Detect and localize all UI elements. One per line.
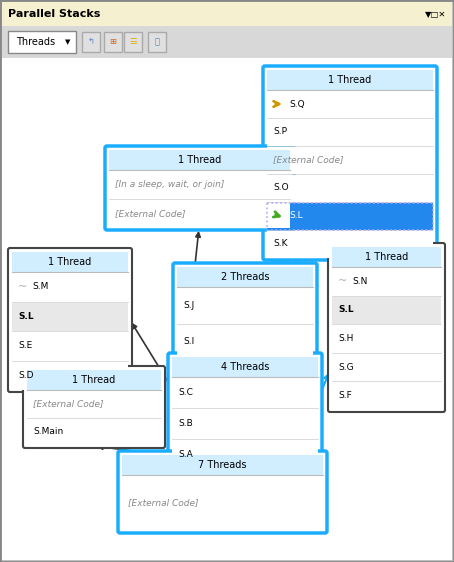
Bar — [332, 325, 441, 353]
Text: [External Code]: [External Code] — [128, 498, 198, 507]
Text: S.L: S.L — [18, 312, 34, 321]
Bar — [109, 150, 290, 170]
Bar — [148, 32, 166, 52]
Text: 1 Thread: 1 Thread — [328, 75, 372, 85]
Bar — [332, 247, 441, 267]
Text: S.D: S.D — [18, 371, 34, 380]
Bar — [267, 175, 433, 202]
Bar — [82, 32, 100, 52]
Text: Threads: Threads — [16, 37, 55, 47]
FancyBboxPatch shape — [23, 366, 165, 448]
Bar — [27, 419, 161, 446]
Bar — [12, 302, 128, 331]
Bar — [109, 200, 290, 228]
Text: [External Code]: [External Code] — [273, 156, 344, 165]
Bar — [27, 370, 161, 390]
FancyBboxPatch shape — [328, 243, 445, 412]
Text: 7 Threads: 7 Threads — [198, 460, 247, 470]
Text: Parallel Stacks: Parallel Stacks — [8, 9, 100, 19]
FancyBboxPatch shape — [105, 146, 294, 230]
Text: S.M: S.M — [32, 282, 49, 291]
Text: [External Code]: [External Code] — [115, 209, 186, 218]
Bar — [267, 147, 433, 174]
Bar — [177, 267, 313, 287]
Bar — [12, 361, 128, 390]
Bar — [267, 231, 433, 258]
Text: S.K: S.K — [273, 239, 287, 248]
Bar — [12, 252, 128, 272]
Text: S.E: S.E — [18, 341, 32, 350]
Bar — [2, 58, 452, 560]
Text: S.B: S.B — [178, 419, 193, 428]
Text: ↰: ↰ — [88, 38, 94, 47]
Text: S.G: S.G — [338, 362, 354, 371]
Bar — [27, 391, 161, 418]
Bar — [267, 203, 433, 230]
Bar — [177, 288, 313, 324]
Text: S.Q: S.Q — [289, 99, 305, 108]
Text: ~: ~ — [338, 277, 347, 286]
Text: S.Main: S.Main — [33, 428, 63, 437]
Bar — [332, 382, 441, 410]
Text: [In a sleep, wait, or join]: [In a sleep, wait, or join] — [115, 180, 224, 189]
Text: ☰: ☰ — [129, 38, 137, 47]
FancyBboxPatch shape — [8, 248, 132, 392]
Text: 1 Thread: 1 Thread — [49, 257, 92, 267]
FancyBboxPatch shape — [118, 451, 327, 533]
Bar — [267, 119, 433, 146]
Bar — [104, 32, 122, 52]
Text: 1 Thread: 1 Thread — [72, 375, 116, 385]
Text: ▼: ▼ — [65, 39, 70, 45]
Text: 2 Threads: 2 Threads — [221, 272, 269, 282]
FancyBboxPatch shape — [173, 263, 317, 362]
Text: S.I: S.I — [183, 337, 194, 346]
Bar — [177, 324, 313, 360]
Bar — [12, 273, 128, 301]
Bar — [172, 357, 318, 377]
Bar — [332, 268, 441, 296]
Text: S.O: S.O — [273, 184, 289, 193]
Text: ⊞: ⊞ — [109, 38, 117, 47]
Text: S.F: S.F — [338, 391, 352, 400]
Text: S.J: S.J — [183, 301, 194, 310]
Text: S.L: S.L — [289, 211, 303, 220]
Bar — [109, 171, 290, 199]
Bar — [124, 32, 142, 52]
Text: S.C: S.C — [178, 388, 193, 397]
Text: ~: ~ — [18, 282, 27, 292]
Text: 1 Thread: 1 Thread — [178, 155, 221, 165]
FancyBboxPatch shape — [168, 353, 322, 472]
Text: ▼□✕: ▼□✕ — [424, 10, 446, 19]
Text: S.H: S.H — [338, 334, 353, 343]
Text: [External Code]: [External Code] — [33, 400, 104, 409]
Text: S.N: S.N — [352, 277, 367, 286]
Bar — [12, 332, 128, 360]
Text: 1 Thread: 1 Thread — [365, 252, 408, 262]
Bar — [122, 455, 323, 475]
Bar — [267, 91, 433, 118]
Text: 4 Threads: 4 Threads — [221, 362, 269, 372]
FancyBboxPatch shape — [8, 31, 76, 53]
Bar — [2, 26, 452, 58]
Bar — [172, 440, 318, 470]
Bar — [332, 297, 441, 324]
Bar — [2, 2, 452, 26]
Bar — [172, 378, 318, 408]
Text: S.A: S.A — [178, 450, 193, 459]
Bar — [267, 70, 433, 90]
Bar — [332, 354, 441, 382]
Bar — [172, 409, 318, 439]
Text: 🔍: 🔍 — [154, 38, 159, 47]
Text: S.P: S.P — [273, 128, 287, 137]
Text: S.L: S.L — [338, 305, 354, 314]
Bar — [267, 203, 433, 230]
FancyBboxPatch shape — [263, 66, 437, 260]
Bar — [122, 476, 323, 531]
